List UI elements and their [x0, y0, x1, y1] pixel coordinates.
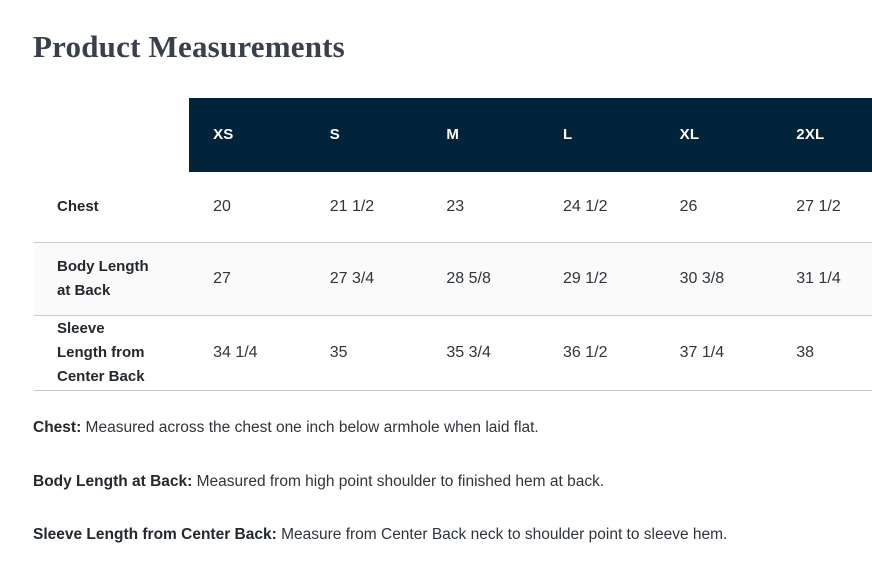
body-length-s: 27 3/4 — [329, 270, 375, 288]
body-length-xl: 30 3/8 — [679, 270, 725, 288]
note-body-length: Body Length at Back: Measured from high … — [33, 471, 839, 493]
size-chart-wrapper: XS S M L XL 2XL Chest 20 21 1/2 23 24 1/… — [34, 97, 872, 392]
page-title: Product Measurements — [33, 29, 345, 64]
sleeve-length-xl: 37 1/4 — [679, 344, 725, 362]
size-header-row: XS S M L XL 2XL — [34, 97, 872, 172]
sleeve-length-l: 36 1/2 — [563, 344, 608, 362]
chest-m: 23 — [446, 198, 465, 215]
sleeve-length-2xl: 38 — [796, 344, 815, 362]
size-header-xl: XL — [655, 97, 773, 172]
measurement-notes: Chest: Measured across the chest one inc… — [33, 417, 839, 546]
note-sleeve-length-text: Measure from Center Back neck to shoulde… — [281, 526, 728, 544]
row-label-body-length: Body Length at Back — [57, 258, 149, 300]
size-header-m: M — [422, 97, 539, 172]
chest-xl: 26 — [679, 198, 698, 215]
size-header-s: S — [305, 97, 423, 172]
note-sleeve-length: Sleeve Length from Center Back: Measure … — [33, 524, 839, 546]
table-row-body-length: Body Length at Back 27 27 3/4 28 5/8 29 … — [34, 242, 872, 316]
body-length-m: 28 5/8 — [446, 270, 491, 288]
sleeve-length-xs: 34 1/4 — [213, 344, 258, 362]
size-header-l: L — [539, 97, 656, 172]
chest-l: 24 1/2 — [563, 198, 608, 215]
size-header-2xl: 2XL — [772, 97, 872, 172]
note-chest-text: Measured across the chest one inch below… — [85, 419, 539, 437]
row-label-chest: Chest — [57, 198, 99, 215]
chest-s: 21 1/2 — [329, 198, 375, 215]
size-header-xs: XS — [189, 97, 306, 172]
row-label-sleeve-length: Sleeve Length from Center Back — [57, 320, 145, 386]
table-row-chest: Chest 20 21 1/2 23 24 1/2 26 27 1/2 — [34, 172, 872, 243]
body-length-xs: 27 — [213, 270, 231, 288]
chest-2xl: 27 1/2 — [796, 198, 841, 215]
note-chest-label: Chest: — [33, 419, 82, 437]
sleeve-length-s: 35 — [329, 344, 348, 362]
table-row-sleeve-length: Sleeve Length from Center Back 34 1/4 35… — [34, 316, 872, 391]
note-chest: Chest: Measured across the chest one inc… — [33, 417, 839, 439]
note-body-length-label: Body Length at Back: — [33, 472, 193, 490]
body-length-2xl: 31 1/4 — [796, 270, 841, 288]
size-chart-table: XS S M L XL 2XL Chest 20 21 1/2 23 24 1/… — [34, 97, 872, 392]
chest-xs: 20 — [213, 198, 231, 215]
note-body-length-text: Measured from high point shoulder to fin… — [196, 472, 605, 490]
sleeve-length-m: 35 3/4 — [446, 344, 491, 362]
note-sleeve-length-label: Sleeve Length from Center Back: — [33, 526, 277, 544]
body-length-l: 29 1/2 — [563, 270, 608, 288]
header-spacer-cell — [34, 98, 189, 172]
